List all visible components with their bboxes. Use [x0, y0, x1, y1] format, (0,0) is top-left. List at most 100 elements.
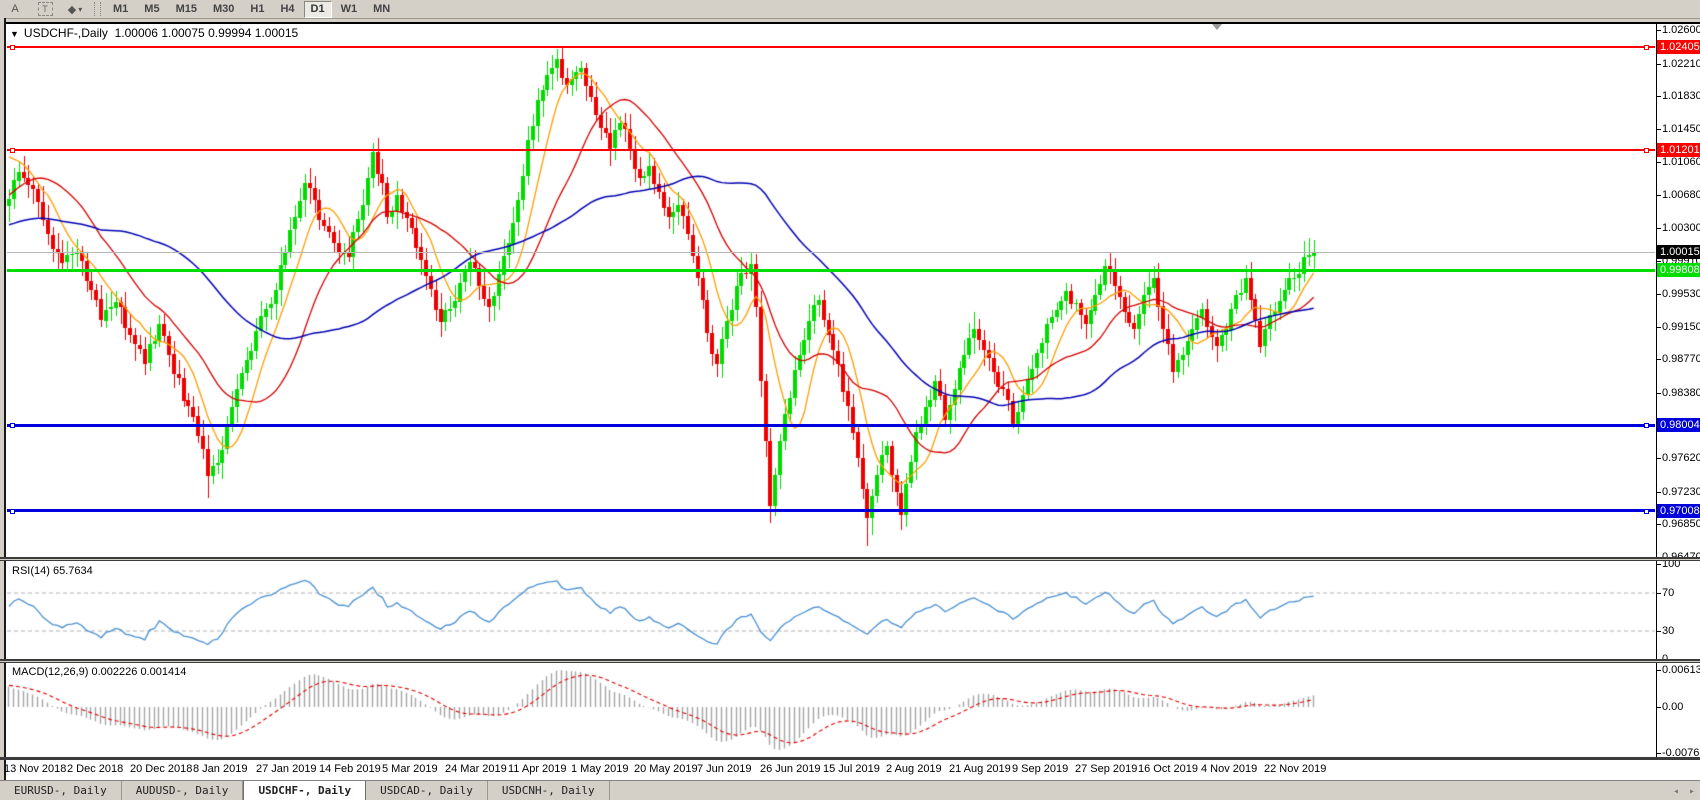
price-tick-mark — [1656, 64, 1661, 65]
rsi-label: RSI(14) 65.7634 — [12, 565, 93, 577]
date-label: 24 Mar 2019 — [445, 763, 507, 775]
price-tick-label: 1.01450 — [1662, 123, 1700, 135]
date-label: 21 Aug 2019 — [949, 763, 1011, 775]
rsi-tick-mark — [1656, 631, 1661, 632]
symbol-dropdown-icon[interactable]: ▼ — [10, 29, 19, 39]
horizontal-line-0.97008[interactable] — [7, 509, 1655, 512]
price-badge: 0.97008 — [1657, 504, 1700, 518]
symbol-label: USDCHF-,Daily — [23, 26, 108, 40]
price-tick-mark — [1656, 294, 1661, 295]
price-tick-mark — [1656, 96, 1661, 97]
chart-tab-eurusddaily[interactable]: EURUSD-, Daily — [0, 781, 122, 800]
price-axis-line — [1656, 22, 1657, 758]
date-label: 14 Feb 2019 — [319, 763, 381, 775]
horizontal-line-1.01201[interactable] — [7, 149, 1655, 151]
macd-axis-label: 0.00 — [1662, 701, 1684, 713]
macd-signal-value: 0.001414 — [140, 666, 187, 678]
price-tick-label: 1.00680 — [1662, 189, 1700, 201]
chart-tab-usdcaddaily[interactable]: USDCAD-, Daily — [366, 781, 488, 800]
tab-scroll-left[interactable]: ◂ — [1672, 785, 1680, 797]
price-tick-mark — [1656, 30, 1661, 31]
price-tick-mark — [1656, 162, 1661, 163]
tab-bar-spacer — [610, 781, 1668, 800]
chart-tab-usdchfdaily[interactable]: USDCHF-, Daily — [243, 781, 367, 800]
ohlc-low: 0.99994 — [208, 26, 252, 40]
chart-tab-bar: EURUSD-, Daily AUDUSD-, Daily USDCHF-, Dai… — [0, 780, 1700, 800]
line-handle[interactable] — [10, 509, 15, 514]
price-badge: 1.02405 — [1657, 40, 1700, 54]
price-tick-label: 0.98380 — [1662, 387, 1700, 399]
date-label: 22 Nov 2019 — [1264, 763, 1327, 775]
price-tick-label: 0.97230 — [1662, 486, 1700, 498]
price-tick-mark — [1656, 393, 1661, 394]
ohlc-close: 1.00015 — [254, 26, 299, 40]
date-label: 20 May 2019 — [634, 763, 698, 775]
date-label: 2 Dec 2018 — [67, 763, 124, 775]
date-label: 2 Aug 2019 — [886, 763, 942, 775]
date-label: 5 Mar 2019 — [382, 763, 438, 775]
line-handle[interactable] — [1644, 148, 1649, 153]
line-handle[interactable] — [10, 423, 15, 428]
rsi-value: 65.7634 — [52, 565, 93, 577]
date-label: 7 Jun 2019 — [697, 763, 752, 775]
price-tick-label: 1.02600 — [1662, 24, 1700, 36]
price-tick-mark — [1656, 458, 1661, 459]
price-tick-mark — [1656, 359, 1661, 360]
date-label: 27 Jan 2019 — [256, 763, 317, 775]
chart-title[interactable]: ▼ USDCHF-,Daily 1.00006 1.00075 0.99994 1… — [10, 26, 298, 40]
chart-shift-marker[interactable] — [1212, 24, 1222, 30]
pane-separator[interactable] — [0, 557, 1700, 561]
price-tick-label: 1.02210 — [1662, 58, 1700, 70]
price-tick-mark — [1656, 195, 1661, 196]
chart-tab-audusddaily[interactable]: AUDUSD-, Daily — [122, 781, 244, 800]
macd-axis-label: -0.007612 — [1662, 747, 1700, 759]
price-tick-mark — [1656, 261, 1661, 262]
macd-tick-mark — [1656, 753, 1661, 754]
date-label: 1 May 2019 — [571, 763, 629, 775]
macd-label: MACD(12,26,9) 0.002226 0.001414 — [12, 666, 187, 678]
price-tick-label: 0.98770 — [1662, 353, 1700, 365]
price-tick-mark — [1656, 524, 1661, 525]
date-label: 4 Nov 2019 — [1201, 763, 1258, 775]
price-tick-label: 0.99150 — [1662, 321, 1700, 333]
line-handle[interactable] — [10, 148, 15, 153]
line-handle[interactable] — [1644, 509, 1649, 514]
rsi-tick-mark — [1656, 564, 1661, 565]
macd-value: 0.002226 — [91, 666, 138, 678]
price-tick-label: 1.01060 — [1662, 156, 1700, 168]
price-tick-label: 0.96850 — [1662, 518, 1700, 530]
line-handle[interactable] — [10, 45, 15, 50]
macd-tick-mark — [1656, 670, 1661, 671]
horizontal-line-0.99808[interactable] — [7, 269, 1655, 272]
line-handle[interactable] — [1644, 423, 1649, 428]
pane-separator — [0, 757, 1700, 760]
horizontal-line-0.98004[interactable] — [7, 424, 1655, 427]
price-tick-mark — [1656, 129, 1661, 130]
ohlc-high: 1.00075 — [161, 26, 205, 40]
rsi-tick-mark — [1656, 593, 1661, 594]
horizontal-line-1.02405[interactable] — [7, 46, 1655, 48]
pane-separator[interactable] — [0, 659, 1700, 663]
price-tick-mark — [1656, 492, 1661, 493]
date-label: 8 Jan 2019 — [193, 763, 248, 775]
tab-scroll-right[interactable]: ▸ — [1688, 785, 1696, 797]
price-badge: 0.99808 — [1657, 263, 1700, 277]
date-label: 26 Jun 2019 — [760, 763, 821, 775]
rsi-axis-label: 70 — [1662, 587, 1675, 599]
date-label: 27 Sep 2019 — [1075, 763, 1138, 775]
rsi-axis-label: 100 — [1662, 558, 1681, 570]
price-badge: 1.01201 — [1657, 143, 1700, 157]
price-badge: 1.00015 — [1657, 245, 1700, 259]
price-tick-label: 0.99530 — [1662, 288, 1700, 300]
line-handle[interactable] — [1644, 45, 1649, 50]
rsi-axis-label: 30 — [1662, 625, 1675, 637]
macd-axis-label: 0.00613 — [1662, 664, 1700, 676]
price-tick-label: 0.97620 — [1662, 452, 1700, 464]
chart-tab-usdcnhdaily[interactable]: USDCNH-, Daily — [488, 781, 610, 800]
date-label: 16 Oct 2019 — [1138, 763, 1198, 775]
price-tick-label: 1.01830 — [1662, 90, 1700, 102]
price-badge: 0.98004 — [1657, 418, 1700, 432]
macd-tick-mark — [1656, 707, 1661, 708]
